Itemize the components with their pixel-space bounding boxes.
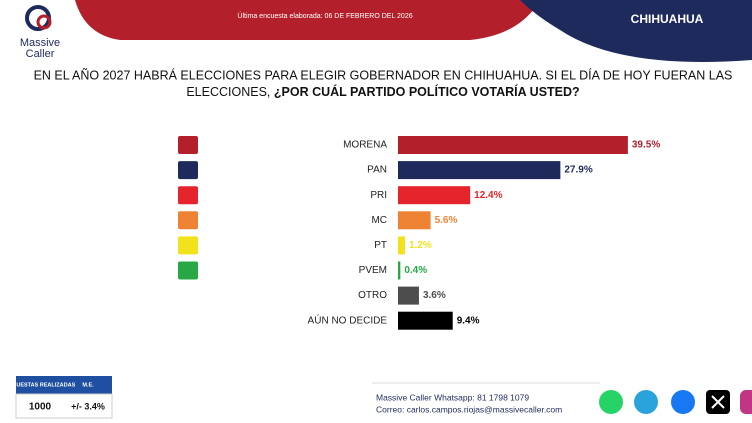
question: ELECCIONES, ¿POR CUÁL PARTIDO POLÍTICO V…: [186, 84, 579, 99]
value-label: 9.4%: [457, 315, 480, 326]
survey-header: M.E.: [82, 382, 94, 388]
whatsapp-icon[interactable]: [599, 390, 623, 414]
question: ELECCIONES,: [186, 85, 270, 99]
instagram-icon[interactable]: [740, 390, 752, 414]
region-band: [520, 0, 752, 62]
survey-header-bg: [16, 376, 112, 394]
date-note: Última encuesta elaborada: 06 DE FEBRERO…: [237, 11, 412, 20]
party-icon: [178, 186, 198, 205]
category-label: PAN: [367, 165, 387, 176]
x-glyph: [711, 395, 725, 409]
value-label: 12.4%: [474, 190, 502, 201]
question: EN EL AÑO 2027 HABRÁ ELECCIONES PARA ELE…: [34, 67, 733, 82]
category-label: MC: [371, 215, 387, 226]
party-icon: [178, 211, 198, 230]
category-label: OTRO: [358, 290, 387, 301]
category-label: PVEM: [359, 265, 387, 276]
party-icon: [178, 236, 198, 255]
category-label: MORENA: [343, 140, 387, 151]
logo-text: Caller: [26, 48, 55, 60]
bar: [398, 311, 453, 330]
party-icon: [178, 161, 198, 180]
value-label: 39.5%: [632, 140, 660, 151]
contact-whatsapp: Massive Caller Whatsapp: 81 1798 1079: [376, 392, 529, 402]
category-label: PRI: [370, 190, 387, 201]
region: CHIHUAHUA: [631, 12, 704, 26]
bar: [398, 261, 401, 280]
facebook-icon[interactable]: [671, 390, 695, 414]
survey-value: 1000: [29, 402, 52, 413]
logo-icon: [36, 14, 52, 30]
category-label: PT: [374, 240, 387, 251]
bar: [398, 211, 431, 230]
contact-email: Correo: carlos.campos.riojas@massivecall…: [376, 404, 562, 414]
header-band: [75, 0, 540, 40]
value-label: 1.2%: [409, 240, 432, 251]
survey-body: [15, 393, 113, 419]
logo-text: Massive: [20, 37, 60, 49]
question-bold: ¿POR CUÁL PARTIDO POLÍTICO VOTARÍA USTED…: [274, 84, 580, 99]
value-label: 3.6%: [423, 290, 446, 301]
bar: [398, 161, 561, 180]
category-label: AÚN NO DECIDE: [308, 313, 388, 326]
survey-value: +/- 3.4%: [71, 401, 105, 411]
value-label: 0.4%: [404, 265, 427, 276]
bar: [398, 286, 419, 305]
survey-header: ENCUESTAS REALIZADAS: [5, 382, 76, 388]
bar: [398, 186, 471, 205]
value-label: 5.6%: [435, 215, 458, 226]
party-icon: [178, 136, 198, 154]
bar: [398, 236, 405, 255]
bar: [398, 136, 628, 154]
value-label: 27.9%: [564, 165, 592, 176]
telegram-icon[interactable]: [634, 390, 658, 414]
party-icon: [178, 261, 198, 280]
